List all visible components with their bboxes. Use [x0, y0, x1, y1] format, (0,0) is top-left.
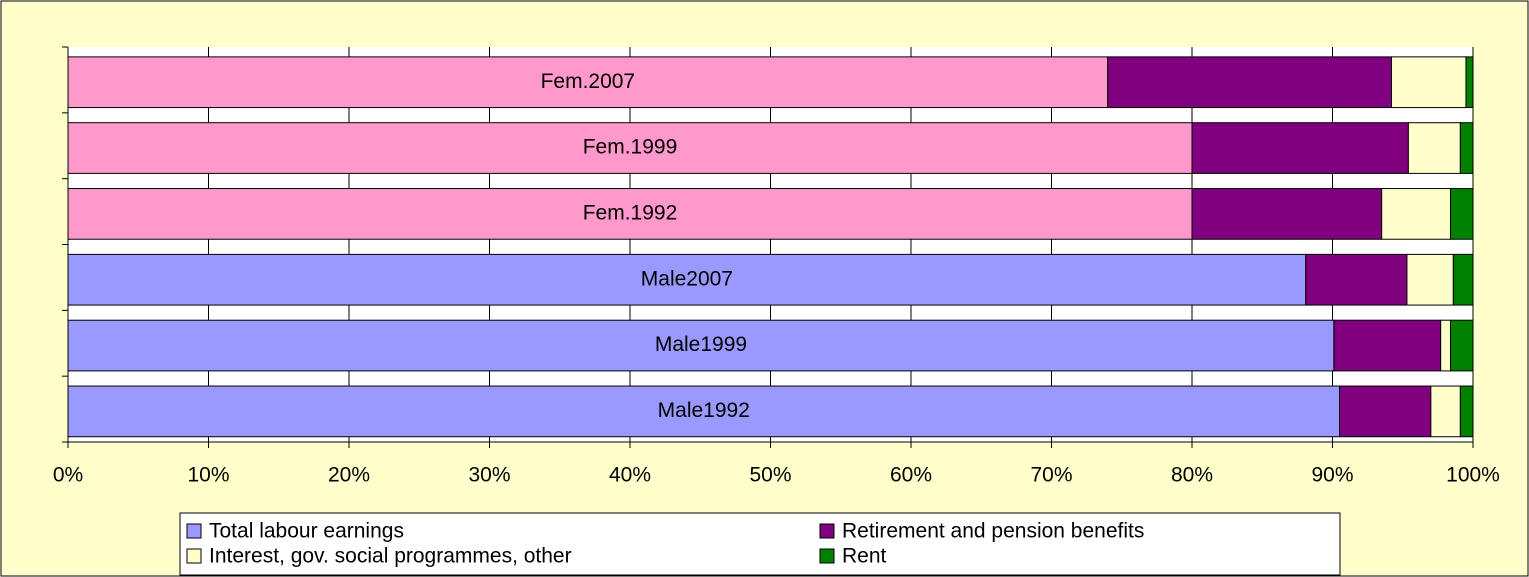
x-tick-label: 30%	[468, 464, 510, 487]
bar-segment	[1191, 122, 1409, 174]
x-tick-label: 60%	[890, 464, 932, 487]
legend-swatch	[819, 523, 835, 539]
x-tick-label: 20%	[328, 464, 370, 487]
legend-swatch	[186, 523, 202, 539]
category-label: Male1999	[655, 333, 747, 356]
x-tick-label: 10%	[187, 464, 229, 487]
bar-segment	[1391, 56, 1467, 109]
legend-swatch	[186, 548, 202, 564]
x-tick-label: 80%	[1171, 464, 1213, 487]
bar-segment	[1459, 122, 1474, 174]
bar-segment	[1407, 122, 1461, 174]
category-label: Fem.1992	[583, 201, 678, 224]
bar-segment	[67, 319, 1335, 372]
legend-swatch	[819, 548, 835, 564]
x-tick-label: 70%	[1030, 464, 1072, 487]
bar-segment	[1450, 188, 1474, 240]
x-tick-label: 50%	[749, 464, 791, 487]
bar-segment	[1406, 253, 1454, 306]
category-label: Fem.1999	[583, 136, 678, 159]
legend-label: Total labour earnings	[209, 520, 404, 543]
category-label: Male2007	[641, 267, 733, 290]
bar-segment	[1305, 253, 1408, 306]
legend	[179, 512, 1341, 576]
category-label: Male1992	[658, 399, 750, 422]
bar-segment	[1339, 385, 1432, 438]
bar-segment	[67, 56, 1109, 109]
bar-segment	[1465, 56, 1474, 109]
bar-segment	[1107, 56, 1393, 109]
bar-segment	[1452, 253, 1474, 306]
x-tick-label: 40%	[609, 464, 651, 487]
x-tick-label: 100%	[1446, 464, 1500, 487]
bar-segment	[1440, 319, 1452, 372]
legend-label: Rent	[842, 545, 887, 568]
bar-segment	[1459, 385, 1474, 438]
bar-segment	[67, 385, 1341, 438]
bar-segment	[67, 188, 1193, 240]
bar-segment	[1450, 319, 1474, 372]
legend-label: Interest, gov. social programmes, other	[209, 545, 572, 568]
bar-segment	[67, 253, 1307, 306]
bar-segment	[1430, 385, 1461, 438]
x-tick-label: 90%	[1311, 464, 1353, 487]
bar-segment	[1333, 319, 1442, 372]
bar-segment	[1381, 188, 1452, 240]
bar-segment	[1191, 188, 1383, 240]
legend-label: Retirement and pension benefits	[842, 520, 1144, 543]
category-label: Fem.2007	[541, 70, 636, 93]
x-tick-label: 0%	[53, 464, 83, 487]
